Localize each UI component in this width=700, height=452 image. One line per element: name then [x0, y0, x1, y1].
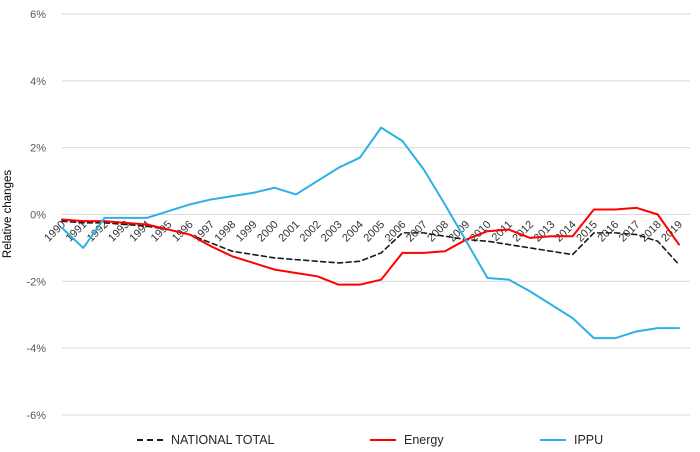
solid-line-sample-icon — [540, 439, 566, 441]
legend-item-ippu: IPPU — [540, 431, 603, 449]
legend-item-national-total: NATIONAL TOTAL — [137, 431, 275, 449]
x-axis-tick-label: 2014 — [553, 219, 579, 245]
x-axis-tick-label: 1990 — [42, 219, 68, 245]
x-axis-tick-label: 2003 — [319, 219, 345, 245]
x-axis-tick-label: 2001 — [276, 219, 302, 245]
x-axis-tick-label: 1998 — [213, 219, 239, 245]
x-axis-tick-label: 2017 — [617, 219, 643, 245]
x-axis-tick-label: 2004 — [340, 219, 366, 245]
y-axis-tick-label: 4% — [30, 76, 46, 88]
x-axis-tick-labels: 1990199119921993199419951996199719981999… — [42, 219, 685, 245]
series-line-energy — [61, 206, 680, 286]
y-axis-tick-label: 6% — [30, 9, 46, 21]
legend-label: NATIONAL TOTAL — [171, 433, 275, 447]
solid-line-sample-icon — [370, 439, 396, 441]
y-axis-tick-label: -6% — [26, 410, 46, 422]
x-axis-tick-label: 2002 — [298, 219, 324, 245]
y-axis-tick-label: 2% — [30, 143, 46, 155]
x-axis-tick-label: 1999 — [234, 219, 260, 245]
legend-item-energy: Energy — [370, 431, 444, 449]
y-axis-title: Relative changes — [2, 170, 14, 258]
x-axis-tick-label: 2000 — [255, 219, 281, 245]
x-axis-tick-label: 2013 — [532, 219, 558, 245]
y-axis-tick-label: -2% — [26, 276, 46, 288]
legend-label: IPPU — [574, 433, 604, 447]
chart-legend: NATIONAL TOTAL Energy IPPU — [0, 431, 700, 449]
x-axis-tick-label: 2005 — [361, 219, 387, 245]
series-line-ippu — [61, 126, 680, 340]
dashed-line-sample-icon — [137, 439, 163, 441]
x-axis-tick-label: 2016 — [595, 219, 621, 245]
y-axis-tick-label: 0% — [30, 210, 46, 222]
x-axis-tick-label: 2006 — [383, 219, 409, 245]
x-axis-tick-label: 2007 — [404, 219, 430, 245]
plot-series — [61, 126, 680, 340]
x-axis-tick-label: 2009 — [447, 219, 473, 245]
legend-label: Energy — [404, 433, 444, 447]
x-axis-tick-label: 1995 — [149, 219, 175, 245]
y-axis-tick-labels: 6% 4% 2% 0% -2% -4% -6% — [26, 9, 46, 422]
x-axis-tick-label: 2008 — [425, 219, 451, 245]
x-axis-tick-label: 2018 — [638, 219, 664, 245]
y-axis-tick-label: -4% — [26, 343, 46, 355]
